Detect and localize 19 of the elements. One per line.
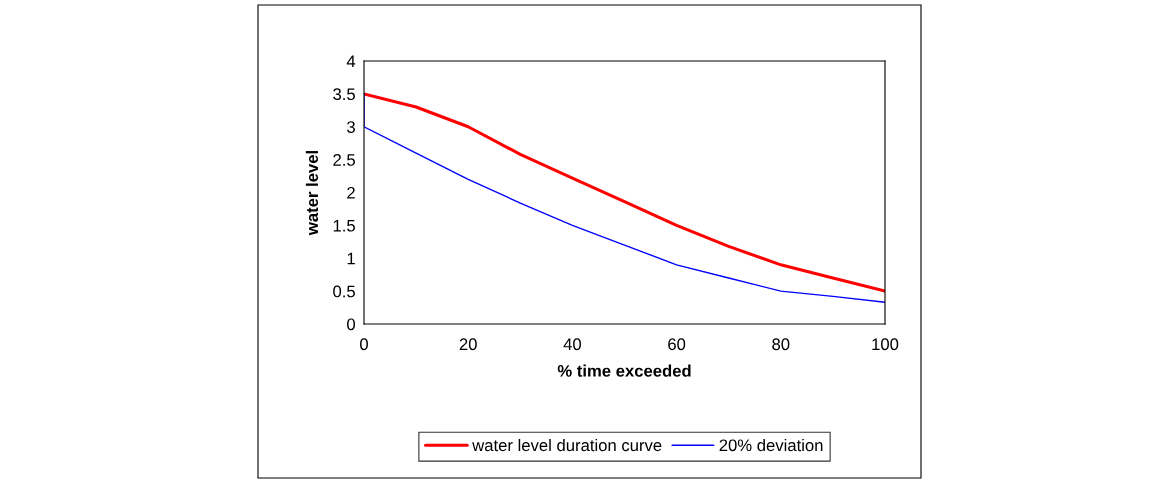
y-tick-label: 2.5 [333, 154, 355, 166]
x-tick-label: 40 [563, 338, 582, 351]
x-tick-label: 100 [872, 338, 899, 351]
x-tick-label: 20 [459, 338, 477, 351]
y-tick-label: 0 [347, 318, 356, 331]
legend-label: 20% deviation [719, 438, 823, 452]
x-tick-label: 80 [772, 338, 790, 351]
x-tick-label: 0 [360, 338, 368, 351]
y-tick-label: 1.5 [333, 219, 355, 232]
y-tick-label: 2 [347, 186, 355, 199]
y-tick-label: 3.5 [333, 88, 355, 101]
x-axis-title: % time exceeded [557, 364, 691, 377]
x-tick-label: 60 [668, 338, 686, 351]
y-axis-title: water level [305, 151, 319, 236]
y-tick-label: 1 [347, 252, 355, 265]
y-tick-label: 3 [347, 121, 355, 133]
y-tick-label: 0.5 [333, 285, 355, 298]
y-tick-label: 4 [346, 55, 356, 68]
legend-label: water level duration curve [472, 438, 662, 452]
